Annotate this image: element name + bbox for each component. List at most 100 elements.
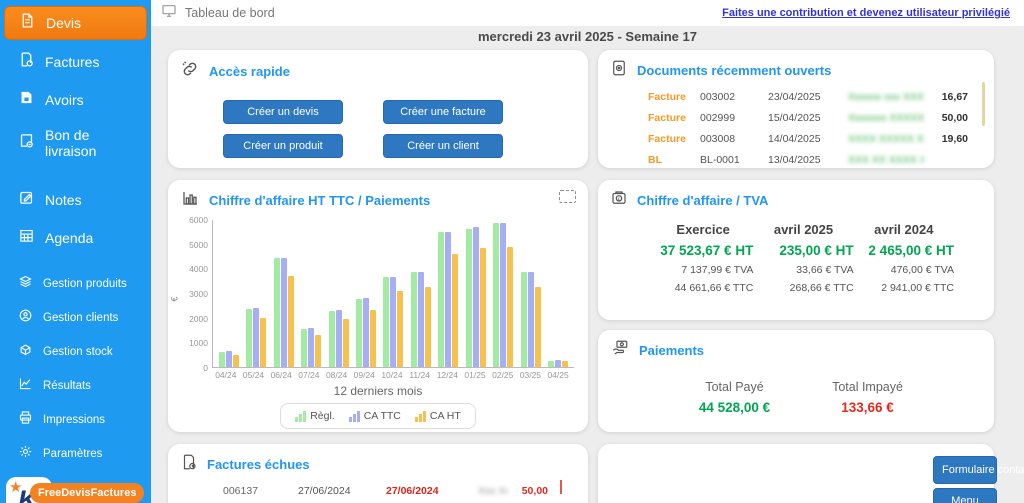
x-axis-title: 12 derniers mois bbox=[333, 384, 423, 398]
brand-name: FreeDevisFactures bbox=[30, 483, 145, 503]
bar-ca-ht bbox=[562, 361, 569, 367]
bar-group bbox=[273, 220, 294, 367]
bar-ca-ht bbox=[232, 354, 239, 367]
results-chart-icon bbox=[18, 376, 33, 396]
total-paid: Total Payé 44 528,00 € bbox=[668, 380, 801, 415]
scrollbar-thumb[interactable] bbox=[982, 82, 985, 126]
create-client-button[interactable]: Créer un client bbox=[383, 134, 503, 158]
doc-type: BL bbox=[648, 153, 662, 166]
main-content: Tableau de bord Faites une contribution … bbox=[151, 0, 1024, 503]
doc-client-blurred: XXXX XXXXX XXXXX XX bbox=[848, 132, 924, 145]
bar-group bbox=[548, 220, 569, 367]
sidebar-item-notes[interactable]: Notes bbox=[4, 184, 147, 216]
chart-legend: Règl. CA TTC CA HT bbox=[280, 403, 476, 429]
table-row[interactable]: Facture 002999 15/04/2025 Xxxxxxx XXXXXX… bbox=[598, 107, 994, 128]
vat-column-previous-year: avril 2024 2 465,00 € HT 476,00 € TVA 2 … bbox=[854, 222, 954, 294]
bar-group bbox=[218, 220, 239, 367]
bar-ca-ht bbox=[452, 254, 459, 367]
sidebar-item-agenda[interactable]: Agenda bbox=[4, 222, 147, 254]
overdue-invoices-panel: Factures échues 006137 27/06/2024 27/06/… bbox=[168, 444, 588, 503]
clients-icon bbox=[18, 308, 33, 328]
scrollbar-thumb[interactable] bbox=[560, 480, 562, 494]
sidebar-item-label: Devis bbox=[46, 15, 82, 31]
contact-form-button[interactable]: Formulaire contact bbox=[933, 456, 1024, 484]
sidebar-item-impressions[interactable]: Impressions bbox=[4, 406, 147, 434]
x-tick-label: 11/24 bbox=[409, 370, 430, 380]
bar-ca-ht bbox=[424, 286, 431, 367]
contribution-link[interactable]: Faites une contribution et devenez utili… bbox=[722, 7, 1010, 19]
sidebar-item-label: Gestion clients bbox=[43, 312, 119, 324]
bar-group bbox=[520, 220, 541, 367]
svg-text:€: € bbox=[618, 196, 621, 202]
bar-ca-ttc bbox=[417, 272, 424, 367]
bar-r-gl- bbox=[548, 361, 555, 367]
create-product-button[interactable]: Créer un produit bbox=[223, 134, 343, 158]
sidebar-item-label: Résultats bbox=[43, 380, 91, 392]
column-header: avril 2025 bbox=[773, 222, 834, 237]
payments-panel: Paiements Total Payé 44 528,00 € Total I… bbox=[598, 330, 994, 432]
menu-button[interactable]: Menu bbox=[933, 488, 997, 503]
sidebar-item-avoirs[interactable]: Avoirs bbox=[4, 84, 147, 116]
ht-value: 235,00 € HT bbox=[779, 243, 854, 258]
panel-title: Chiffre d'affaire HT TTC / Paiements bbox=[209, 193, 431, 208]
bar-ca-ttc bbox=[527, 272, 534, 367]
expand-chart-icon[interactable] bbox=[559, 190, 576, 203]
sidebar-item-bon-de-livraison[interactable]: Bon de livraison bbox=[4, 122, 147, 164]
bar-ca-ttc bbox=[555, 360, 562, 367]
legend-entry[interactable]: CA HT bbox=[414, 410, 461, 422]
quote-document-icon bbox=[19, 12, 36, 34]
table-row[interactable]: Facture 003002 23/04/2025 Xxxxxx xxx XXX… bbox=[598, 86, 994, 107]
create-invoice-button[interactable]: Créer une facture bbox=[383, 100, 503, 124]
monitor-icon bbox=[161, 3, 177, 24]
delivery-note-icon bbox=[18, 132, 35, 154]
sidebar-item-devis[interactable]: Devis bbox=[4, 6, 147, 40]
bar-ca-ttc bbox=[308, 328, 315, 367]
y-tick-label: 0 bbox=[203, 363, 208, 373]
table-row[interactable]: 006137 27/06/2024 27/06/2024 Xxx Xxxxx 5… bbox=[168, 480, 588, 502]
legend-label: CA HT bbox=[429, 410, 461, 422]
sidebar-item-label: Avoirs bbox=[45, 92, 84, 108]
sidebar-item-gestion-clients[interactable]: Gestion clients bbox=[4, 304, 147, 332]
bar-ca-ht bbox=[479, 248, 486, 367]
x-tick-label: 06/24 bbox=[270, 370, 292, 380]
date-line: mercredi 23 avril 2025 - Semaine 17 bbox=[478, 29, 697, 44]
sidebar-item-label: Agenda bbox=[45, 230, 94, 246]
logo-star-icon: ★ bbox=[9, 479, 23, 496]
doc-type: Facture bbox=[648, 90, 686, 103]
legend-entry[interactable]: Règl. bbox=[295, 410, 335, 422]
bar-ca-ttc bbox=[225, 351, 232, 367]
doc-client-blurred: Xxxxxx xxx XXXXX xxx bbox=[848, 90, 924, 103]
page-title: Tableau de bord bbox=[185, 6, 275, 20]
bar-r-gl- bbox=[218, 351, 225, 367]
vat-column-current-month: avril 2025 235,00 € HT 33,66 € TVA 268,6… bbox=[753, 222, 854, 294]
create-quote-button[interactable]: Créer un devis bbox=[223, 100, 343, 124]
ttc-value: 44 661,66 € TTC bbox=[674, 282, 754, 294]
ht-value: 37 523,67 € HT bbox=[660, 243, 754, 258]
bar-ca-ht bbox=[369, 309, 376, 367]
products-icon bbox=[18, 274, 33, 294]
bar-r-gl- bbox=[273, 257, 280, 367]
bar-group bbox=[246, 220, 267, 367]
y-tick-label: 3000 bbox=[189, 289, 208, 299]
invoice-clock-icon bbox=[180, 453, 198, 476]
bar-ca-ht bbox=[534, 287, 541, 367]
y-tick-label: 6000 bbox=[189, 215, 208, 225]
doc-number: 003008 bbox=[700, 132, 736, 145]
table-row[interactable]: Facture 003008 14/04/2025 XXXX XXXXX XXX… bbox=[598, 128, 994, 149]
bar-group bbox=[383, 220, 404, 367]
sidebar-item-parametres[interactable]: Paramètres bbox=[4, 440, 147, 468]
x-tick-label: 04/24 bbox=[215, 370, 237, 380]
bar-group bbox=[355, 220, 376, 367]
sidebar-item-factures[interactable]: Factures bbox=[4, 46, 147, 78]
legend-entry[interactable]: CA TTC bbox=[348, 410, 401, 422]
doc-number: 003002 bbox=[700, 90, 736, 103]
sidebar-item-gestion-produits[interactable]: Gestion produits bbox=[4, 270, 147, 298]
bar-ca-ttc bbox=[335, 310, 342, 367]
sidebar-item-gestion-stock[interactable]: Gestion stock bbox=[4, 338, 147, 366]
sidebar-item-resultats[interactable]: Résultats bbox=[4, 372, 147, 400]
x-tick-label: 08/24 bbox=[325, 370, 348, 380]
legend-bars-icon bbox=[295, 411, 307, 422]
bar-ca-ttc bbox=[280, 258, 287, 367]
invoice-icon bbox=[18, 51, 35, 73]
table-row[interactable]: BL BL-0001 13/04/2025 XXX XX XXXX XXXX bbox=[598, 149, 994, 168]
